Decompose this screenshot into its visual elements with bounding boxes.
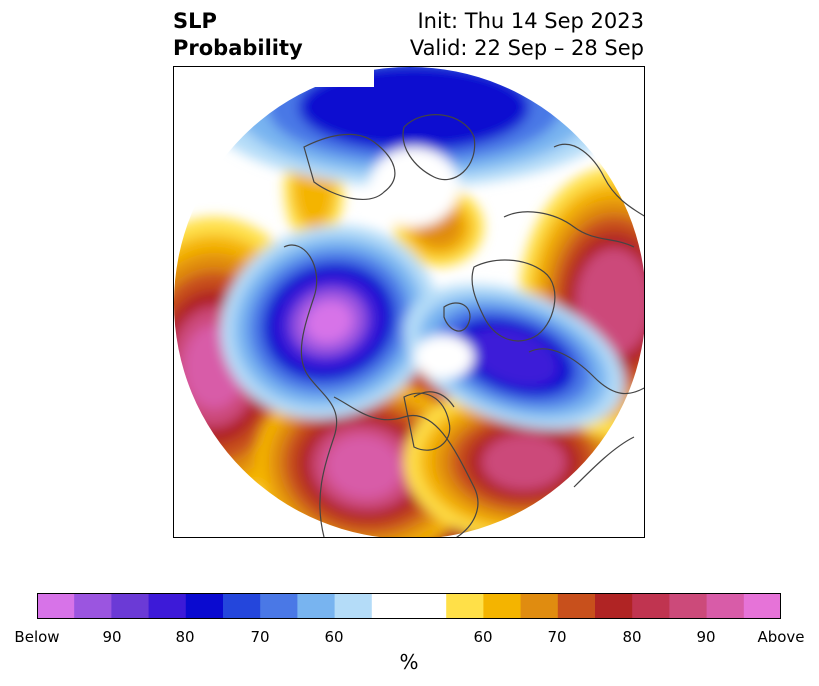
colorbar-tick-label: 60 (473, 628, 493, 646)
title-product: Probability (173, 36, 303, 60)
colorbar-segment (669, 593, 708, 619)
coastline-segment (553, 143, 644, 217)
probability-field (174, 67, 644, 537)
coastline-segment (503, 211, 635, 248)
coastline-segment (303, 133, 396, 200)
colorbar-tick-label: 90 (102, 628, 122, 646)
probability-map (173, 66, 645, 538)
probability-contour (369, 147, 459, 227)
map-svg (174, 67, 644, 537)
coastline-segment (402, 114, 476, 181)
colorbar-tick-label: 60 (324, 628, 344, 646)
map-title-right: Init: Thu 14 Sep 2023 Valid: 22 Sep – 28… (410, 8, 644, 62)
map-corner-mask (174, 67, 374, 87)
coastline-segment (283, 244, 338, 537)
colorbar-segment (74, 593, 112, 619)
colorbar-segment (297, 593, 336, 619)
coastlines (283, 114, 644, 537)
map-title-left: SLP Probability (173, 8, 303, 62)
colorbar-segment (148, 593, 187, 619)
probability-contour (482, 434, 566, 490)
colorbar-segment (260, 593, 298, 619)
colorbar-tick-label: 70 (547, 628, 567, 646)
colorbar-tick-label: Below (14, 628, 60, 646)
colorbar-segment (111, 593, 150, 619)
colorbar-tick-label: Above (757, 628, 805, 646)
colorbar-segment (520, 593, 559, 619)
coastline-segment (573, 436, 635, 488)
colorbar-outline (37, 593, 781, 619)
colorbar-segment (185, 593, 224, 619)
colorbar-segment (409, 593, 447, 619)
colorbar-segment (557, 593, 596, 619)
coastline-segment (413, 391, 455, 408)
coastline-segment (443, 302, 471, 332)
colorbar-segment (37, 593, 75, 619)
colorbar-segment (743, 593, 781, 619)
probability-contour (325, 435, 403, 499)
colorbar-segment (632, 593, 670, 619)
colorbar-tick-label: 80 (175, 628, 195, 646)
coastline-segment (471, 259, 556, 342)
valid-range: Valid: 22 Sep – 28 Sep (409, 36, 644, 60)
colorbar-segment (334, 593, 373, 619)
probability-contour (305, 300, 353, 344)
colorbar-segment (483, 593, 522, 619)
probability-contour (576, 248, 644, 356)
colorbar-svg (37, 593, 781, 619)
colorbar-segment (223, 593, 261, 619)
probability-contour (469, 327, 559, 387)
probability-contour (414, 335, 474, 379)
colorbar-tick-label: 90 (696, 628, 716, 646)
colorbar-segment (371, 593, 410, 619)
coastline-segment (528, 348, 644, 395)
init-date: Init: Thu 14 Sep 2023 (417, 9, 644, 33)
coastline-segment (333, 396, 479, 537)
colorbar-tick-label: 80 (622, 628, 642, 646)
colorbar-unit: % (399, 650, 419, 674)
title-variable: SLP (173, 9, 217, 33)
colorbar-segment (446, 593, 484, 619)
colorbar (37, 593, 781, 619)
colorbar-segment (595, 593, 633, 619)
colorbar-tick-label: 70 (250, 628, 270, 646)
colorbar-segment (706, 593, 745, 619)
